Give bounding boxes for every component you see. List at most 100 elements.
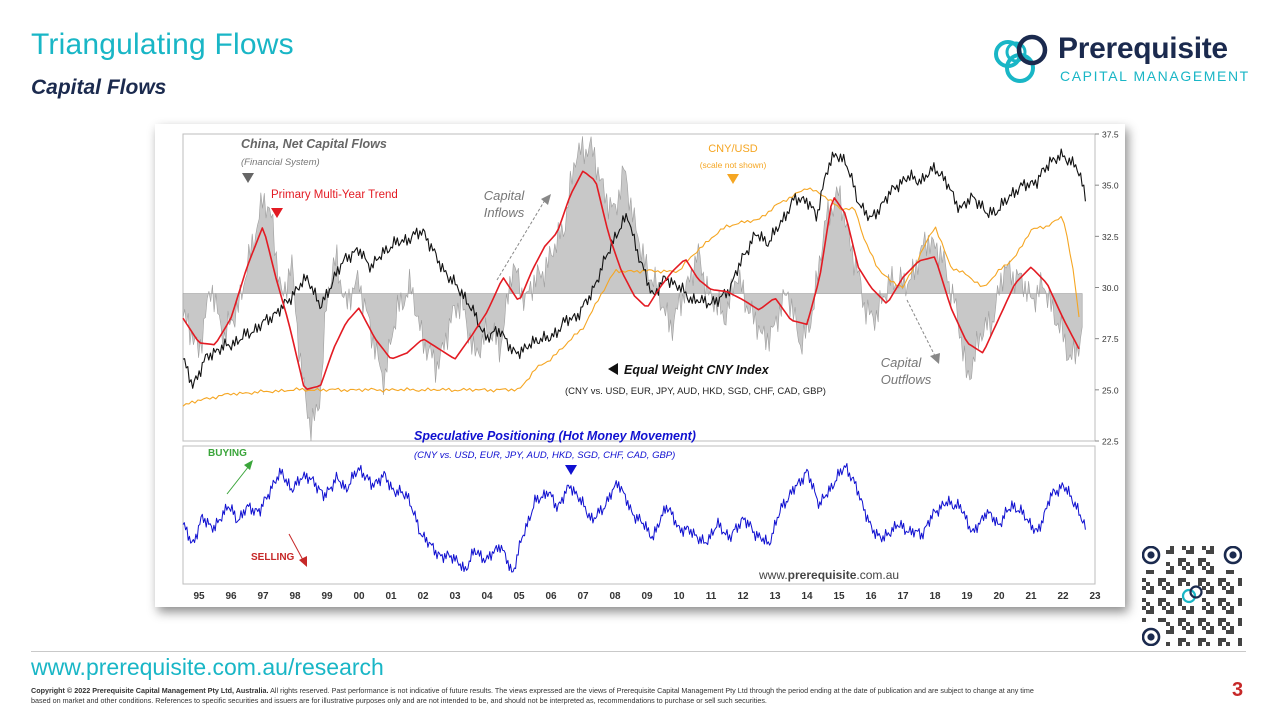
slide-subtitle: Capital Flows xyxy=(31,76,167,99)
qr-module xyxy=(1186,562,1190,566)
selling-arrow-line xyxy=(288,533,304,561)
qr-module xyxy=(1198,618,1202,622)
qr-module xyxy=(1238,598,1242,602)
qr-module xyxy=(1202,586,1206,590)
qr-module xyxy=(1226,642,1230,646)
inflows-label-2: Inflows xyxy=(484,205,525,220)
qr-module xyxy=(1202,598,1206,602)
qr-code[interactable] xyxy=(1142,546,1242,646)
qr-module xyxy=(1166,570,1170,574)
qr-module xyxy=(1158,602,1162,606)
x-tick-label: 08 xyxy=(609,591,621,602)
qr-module xyxy=(1210,630,1214,634)
copyright-text: All rights reserved. Past performance is… xyxy=(31,686,1034,705)
qr-module xyxy=(1178,642,1182,646)
qr-module xyxy=(1182,626,1186,630)
qr-module xyxy=(1162,586,1166,590)
capital-flows-chart: 37.5 35.0 32.5 30.0 27.5 25.0 22.5 95 96 97 98 99 0… xyxy=(182,130,1119,602)
qr-module xyxy=(1230,606,1234,610)
qr-module xyxy=(1178,582,1182,586)
qr-module xyxy=(1162,578,1166,582)
qr-module xyxy=(1222,586,1226,590)
qr-module xyxy=(1186,630,1190,634)
qr-module xyxy=(1206,582,1210,586)
x-tick-label: 11 xyxy=(706,591,717,602)
watermark-pre: www. xyxy=(758,568,788,582)
qr-module xyxy=(1206,642,1210,646)
qr-module xyxy=(1186,582,1190,586)
x-tick-label: 04 xyxy=(481,591,493,602)
qr-module xyxy=(1210,566,1214,570)
qr-module xyxy=(1210,590,1214,594)
qr-finder-dot xyxy=(1147,551,1155,559)
footer-url-link[interactable]: www.prerequisite.com.au/research xyxy=(31,654,384,680)
speculative-subtitle: (CNY vs. USD, EUR, JPY, AUD, HKD, SGD, C… xyxy=(414,450,675,461)
qr-module xyxy=(1182,606,1186,610)
qr-module xyxy=(1222,606,1226,610)
x-tick-label: 20 xyxy=(993,591,1005,602)
y-tick-label: 27.5 xyxy=(1102,334,1119,344)
qr-module xyxy=(1170,590,1174,594)
qr-finder-ring xyxy=(1142,627,1161,646)
x-tick-label: 23 xyxy=(1089,591,1101,602)
qr-module xyxy=(1142,606,1146,610)
qr-module xyxy=(1222,638,1226,642)
qr-module xyxy=(1210,610,1214,614)
chart-panel: 37.5 35.0 32.5 30.0 27.5 25.0 22.5 95 96 97 98 99 0… xyxy=(155,124,1125,607)
qr-module xyxy=(1218,618,1222,622)
qr-module xyxy=(1158,598,1162,602)
qr-module xyxy=(1166,630,1170,634)
x-tick-label: 00 xyxy=(353,591,365,602)
net-flows-subtitle: (Financial System) xyxy=(241,157,320,168)
qr-module xyxy=(1182,638,1186,642)
qr-module xyxy=(1158,618,1162,622)
qr-module xyxy=(1238,638,1242,642)
qr-logo-ring xyxy=(1181,588,1197,604)
qr-module xyxy=(1238,622,1242,626)
qr-module xyxy=(1206,622,1210,626)
qr-module xyxy=(1210,546,1214,550)
qr-module xyxy=(1186,622,1190,626)
inflows-arrow-line xyxy=(496,199,546,281)
qr-module xyxy=(1222,618,1226,622)
cnyusd-sublabel: (scale not shown) xyxy=(700,160,767,170)
qr-module xyxy=(1146,570,1150,574)
qr-module xyxy=(1198,642,1202,646)
qr-module xyxy=(1190,546,1194,550)
qr-module xyxy=(1206,590,1210,594)
qr-module xyxy=(1146,582,1150,586)
qr-module xyxy=(1238,618,1242,622)
qr-module xyxy=(1158,578,1162,582)
qr-module xyxy=(1182,546,1186,550)
qr-module xyxy=(1150,570,1154,574)
x-tick-label: 01 xyxy=(385,591,397,602)
x-tick-label: 15 xyxy=(833,591,845,602)
qr-module xyxy=(1202,546,1206,550)
qr-module xyxy=(1190,626,1194,630)
buying-arrowhead-icon xyxy=(244,460,253,470)
x-tick-label: 16 xyxy=(865,591,877,602)
qr-module xyxy=(1146,602,1150,606)
qr-module xyxy=(1170,610,1174,614)
qr-module xyxy=(1206,562,1210,566)
black-left-arrow-icon xyxy=(608,363,618,375)
x-tick-label: 14 xyxy=(801,591,813,602)
x-tick-label: 12 xyxy=(737,591,749,602)
qr-module xyxy=(1178,638,1182,642)
qr-module xyxy=(1202,638,1206,642)
qr-module xyxy=(1170,626,1174,630)
net-capital-flows-area xyxy=(182,136,1083,442)
qr-module xyxy=(1230,590,1234,594)
qr-module xyxy=(1210,550,1214,554)
qr-module xyxy=(1238,642,1242,646)
qr-module xyxy=(1226,622,1230,626)
x-tick-label: 98 xyxy=(289,591,301,602)
cny-index-line xyxy=(182,148,1086,389)
qr-module xyxy=(1198,582,1202,586)
qr-module xyxy=(1190,550,1194,554)
qr-module xyxy=(1210,570,1214,574)
qr-module xyxy=(1226,582,1230,586)
qr-module xyxy=(1190,630,1194,634)
qr-finder-ring xyxy=(1142,546,1161,565)
grey-down-arrow-icon xyxy=(242,173,254,183)
